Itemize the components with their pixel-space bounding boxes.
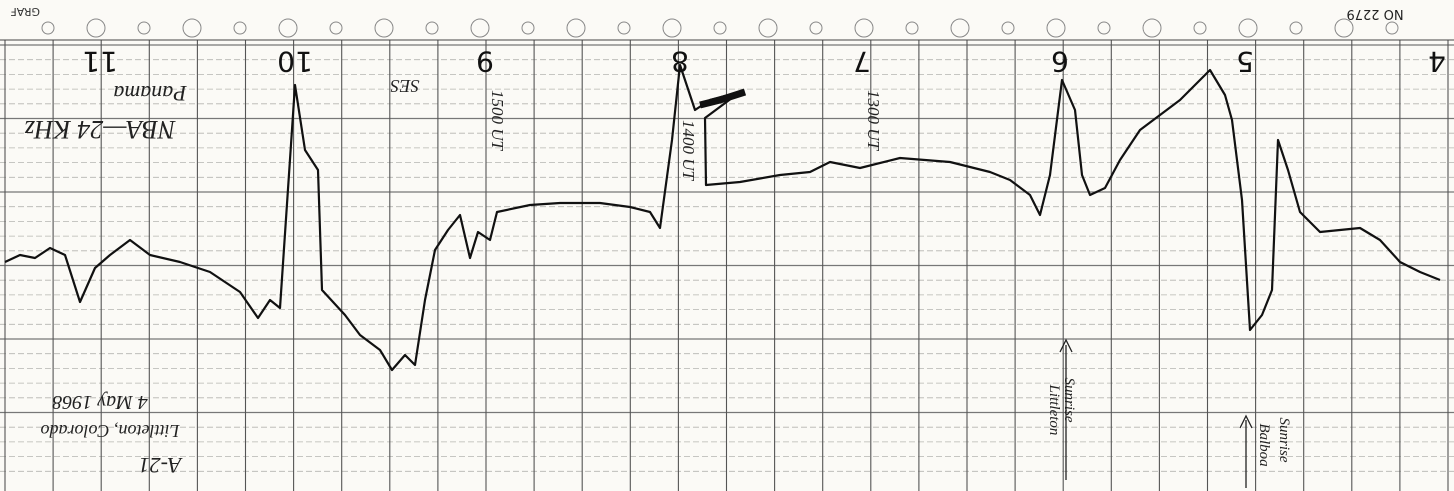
sprocket-hole	[1046, 18, 1066, 38]
time-note: 1400 UT	[679, 120, 698, 182]
hour-labels: 11 10 9 8 7 6 5 4	[82, 45, 1446, 78]
sprocket-hole	[617, 21, 631, 35]
sprocket-hole	[1385, 21, 1399, 35]
sprocket-hole	[566, 18, 586, 38]
grid	[0, 39, 1454, 491]
event-note: SES	[391, 76, 420, 96]
brand: GRAF	[10, 5, 40, 18]
sunrise-note: Balboa	[1256, 423, 1272, 466]
sunrise-note: Sunrise	[1061, 378, 1077, 423]
signal-trace	[4, 63, 1441, 372]
sprocket-hole	[521, 21, 535, 35]
sprocket-hole	[1001, 21, 1015, 35]
hour-label: 8	[671, 45, 689, 78]
sprocket-hole	[809, 21, 823, 35]
station-note: NBA—24 KHz	[25, 115, 177, 144]
sprocket-hole	[182, 18, 202, 38]
sprocket-hole	[713, 21, 727, 35]
sprocket-hole	[1193, 21, 1207, 35]
record-id: A-21	[139, 453, 184, 478]
date-note: 4 May 1968	[52, 391, 148, 413]
arrow-head	[1059, 338, 1073, 353]
sprocket-hole	[278, 18, 298, 38]
pen-mark	[699, 88, 747, 109]
hour-label: 10	[277, 45, 313, 78]
sprocket-holes	[41, 18, 1399, 38]
sprocket-hole	[1142, 18, 1162, 38]
hour-label: 5	[1236, 45, 1254, 78]
sprocket-hole	[1289, 21, 1303, 35]
station-location: Panama	[113, 81, 187, 106]
sprocket-hole	[758, 18, 778, 38]
hour-label: 7	[853, 45, 871, 78]
sprocket-hole	[329, 21, 343, 35]
time-note: 1300 UT	[864, 90, 883, 152]
sunrise-note: Sunrise	[1276, 418, 1292, 463]
sprocket-hole	[905, 21, 919, 35]
sprocket-hole	[950, 18, 970, 38]
sprocket-hole	[233, 21, 247, 35]
arrow-head	[1239, 414, 1253, 429]
sprocket-hole	[137, 21, 151, 35]
place-note: Littleton, Colorado	[40, 421, 180, 441]
sprocket-hole	[1334, 18, 1354, 38]
sprocket-hole	[662, 18, 682, 38]
sprocket-hole	[425, 21, 439, 35]
sprocket-hole	[374, 18, 394, 38]
sprocket-hole	[470, 18, 490, 38]
sheet-number: NO 2279	[1346, 6, 1403, 21]
hour-label: 6	[1051, 45, 1069, 78]
time-note: 1500 UT	[488, 90, 507, 152]
hour-label: 9	[476, 45, 494, 78]
sprocket-hole	[1238, 18, 1258, 38]
hour-label: 11	[82, 45, 118, 78]
sprocket-hole	[41, 21, 55, 35]
sprocket-hole	[1097, 21, 1111, 35]
sprocket-hole	[854, 18, 874, 38]
sunrise-note: Littleton	[1046, 384, 1062, 436]
hour-label: 4	[1428, 45, 1446, 78]
sprocket-hole	[86, 18, 106, 38]
